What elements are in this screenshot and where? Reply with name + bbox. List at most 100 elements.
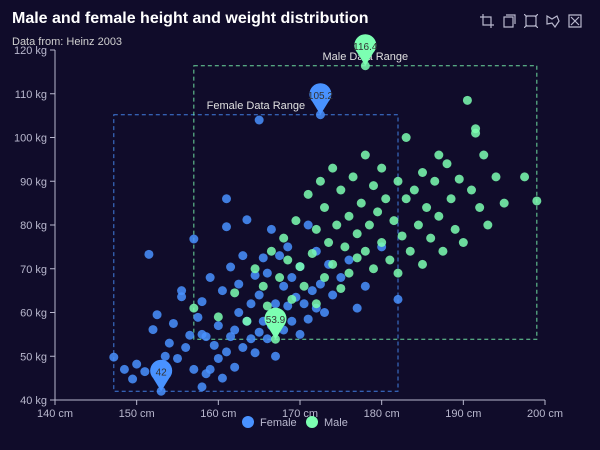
male-point [295,262,305,272]
female-point [197,297,207,307]
male-point [405,246,415,256]
female-point [132,359,142,369]
male-point [385,255,395,265]
female-point [152,310,162,320]
male-point [409,185,419,195]
male-point [303,189,313,199]
female-point [205,364,215,374]
male-point [381,194,391,204]
female-point [299,299,309,309]
female-point [222,347,231,357]
mark-point-pin [264,307,287,340]
male-point [454,174,464,184]
y-tick-label: 90 kg [20,176,47,188]
female-point [217,286,227,296]
female-point [234,308,244,317]
male-point [401,194,411,204]
male-point [418,259,427,269]
male-point [360,246,370,256]
male-point [475,203,485,212]
female-point [222,222,231,232]
zoom-icon[interactable] [480,14,494,28]
male-point [401,133,411,142]
male-point [352,229,362,239]
female-point [320,308,329,317]
female-point [209,340,219,350]
legend-female-label: Female [260,417,297,429]
chart-title: Male and female height and weight distri… [12,10,369,27]
mark-point-pin [309,83,332,115]
male-point [213,312,223,322]
x-tick-label: 190 cm [445,408,481,420]
female-point [303,220,313,230]
female-point [197,382,207,392]
female-point [303,314,313,324]
female-point [271,299,280,309]
male-point [471,124,481,134]
y-tick-label: 50 kg [20,351,47,363]
female-point [128,374,138,384]
legend-male-marker [306,416,318,428]
female-point [275,251,285,261]
male-point [369,181,378,191]
female-point [144,249,154,259]
male-point [336,283,346,293]
male-point [311,224,321,234]
male-point [320,273,329,282]
female-point [168,318,178,328]
male-point [230,288,240,298]
female-point [295,329,305,339]
male-point [287,294,297,304]
female-point [287,273,297,282]
clear-select-icon[interactable] [568,14,582,28]
female-point [360,281,370,291]
male-point [434,150,444,160]
data-zoom-icon[interactable] [524,14,538,28]
male-point [266,246,276,256]
female-point [222,194,231,204]
zoom-reset-icon[interactable] [502,14,516,28]
female-point [205,273,215,282]
female-point [246,334,256,344]
male-point [364,220,374,230]
male-point [418,168,427,177]
male-point [242,316,252,326]
y-tick-label: 70 kg [20,264,47,276]
female-point [217,373,227,383]
female-point [266,224,276,234]
male-point [532,196,542,206]
male-point [520,172,530,182]
male-point [340,242,350,252]
female-point [185,330,195,340]
female-point [262,334,272,344]
lasso-select-icon[interactable] [546,14,560,28]
male-point [189,303,199,313]
male-point [434,211,444,221]
male-point [311,299,321,309]
male-point [467,185,476,195]
female-point [250,348,260,358]
y-tick-label: 110 kg [15,89,47,101]
male-point [291,216,301,226]
mark-point-pin [150,359,173,392]
male-point [430,176,440,186]
x-tick-label: 140 cm [37,408,73,420]
male-point [491,172,501,182]
male-point [324,238,334,247]
male-point [328,163,338,173]
male-point [275,273,285,282]
male-point [299,281,309,291]
male-point [348,172,358,182]
female-point [246,299,256,309]
y-tick-label: 60 kg [20,308,47,320]
female-point [148,325,158,335]
male-point [258,281,268,291]
y-tick-label: 80 kg [20,220,47,232]
female-point [177,292,187,302]
x-tick-label: 150 cm [119,408,155,420]
x-tick-label: 180 cm [364,408,400,420]
y-tick-label: 100 kg [14,133,47,145]
mark-point-label: 105.2 [308,91,333,102]
female-point [250,270,260,280]
female-point [160,351,170,361]
